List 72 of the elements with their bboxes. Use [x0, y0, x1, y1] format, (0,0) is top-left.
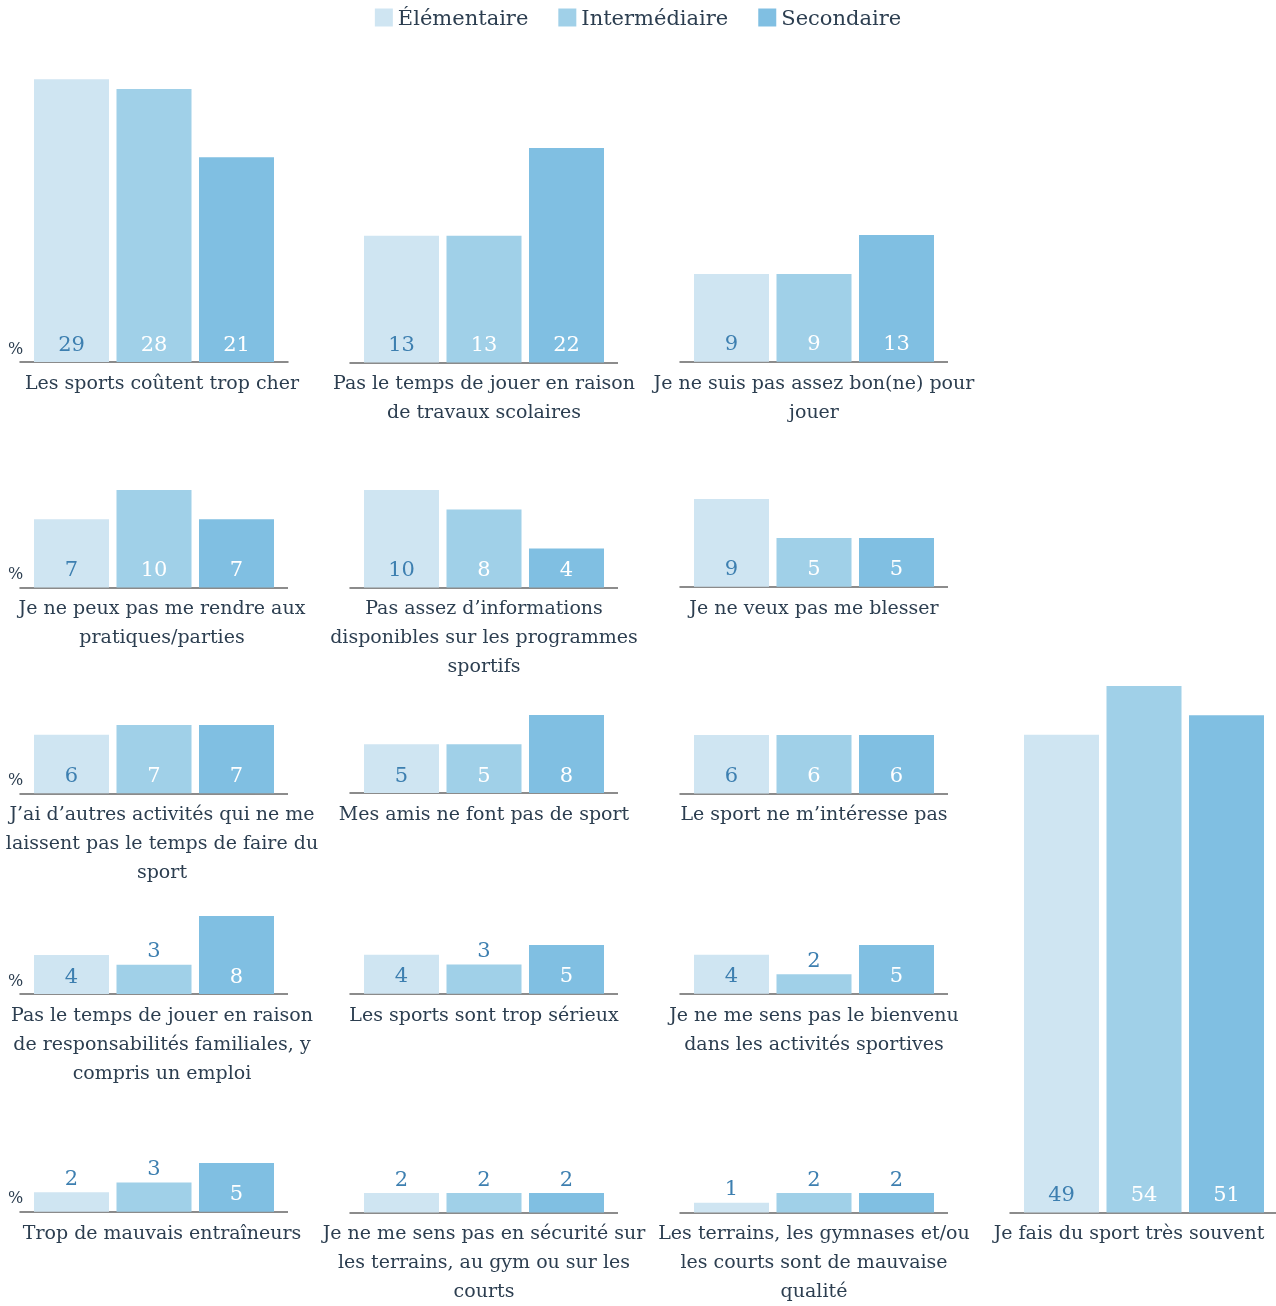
data-label: 5 — [889, 963, 904, 988]
x-axis-title: Je ne peux pas me rendre aux pratiques/parties — [16, 595, 307, 649]
data-label: 4 — [559, 556, 574, 581]
data-label: 6 — [889, 762, 904, 787]
x-axis-title: Les terrains, les gymnases et/ou les courts sont de mauvaise qualité — [657, 1220, 971, 1303]
y-axis-title: % — [8, 1188, 24, 1208]
data-label: 5 — [889, 556, 904, 581]
data-label: 2 — [807, 948, 821, 972]
x-axis-title: Les sports coûtent trop cher — [23, 370, 301, 395]
x-axis-title: J’ai d’autres activités qui ne me laissent pas le temps de faire du sport — [4, 801, 320, 884]
data-label: 13 — [883, 331, 910, 356]
data-label: 5 — [559, 963, 574, 988]
y-axis-title: % — [8, 563, 24, 583]
y-axis-title: % — [8, 970, 24, 990]
data-label: 51 — [1213, 1181, 1240, 1206]
data-label: 13 — [470, 331, 498, 356]
x-axis-title: Je ne suis pas assez bon(ne) pour jouer — [652, 370, 976, 424]
data-label: 2 — [807, 1166, 821, 1190]
data-label: 2 — [64, 1166, 79, 1190]
x-axis-title: Le sport ne m’intéresse pas — [679, 801, 949, 826]
data-label: 8 — [477, 556, 491, 581]
data-label: 7 — [229, 762, 244, 787]
data-label: 6 — [724, 762, 739, 787]
data-label: 3 — [147, 1156, 161, 1181]
data-label: 21 — [223, 331, 250, 356]
data-label: 2 — [559, 1166, 574, 1190]
x-axis-title: Pas le temps de jouer en raison de travaux scolaires — [331, 370, 637, 424]
data-label: 54 — [1130, 1181, 1158, 1206]
x-axis-title: Pas le temps de jouer en raison de responsabilités familiales, y compris un emploi — [9, 1002, 315, 1085]
x-axis-title: Je fais du sport très souvent — [991, 1220, 1266, 1245]
data-label: 22 — [553, 331, 580, 356]
data-label: 28 — [140, 331, 168, 356]
data-label: 5 — [807, 556, 821, 581]
x-axis-title: Je ne veux pas me blesser — [686, 595, 940, 620]
data-label: 2 — [394, 1166, 409, 1190]
data-label: 5 — [394, 762, 409, 787]
data-label: 9 — [724, 331, 739, 356]
data-label: 7 — [64, 556, 79, 581]
legend-label: Élémentaire — [397, 5, 529, 30]
x-axis-title: Les sports sont trop sérieux — [348, 1002, 620, 1027]
x-axis-title: Je ne me sens pas le bienvenu dans les activités sportives — [666, 1002, 960, 1056]
data-label: 8 — [559, 762, 574, 787]
data-label: 10 — [140, 556, 168, 581]
x-axis-title: Je ne me sens pas en sécurité sur les terrains, au gym ou sur les courts — [322, 1220, 646, 1303]
data-label: 3 — [477, 938, 491, 963]
data-label: 5 — [229, 1181, 244, 1206]
data-label: 3 — [147, 938, 161, 963]
data-label: 9 — [724, 556, 739, 581]
legend-label: Intermédiaire — [581, 5, 729, 30]
data-label: 13 — [388, 331, 415, 356]
data-label: 9 — [807, 331, 821, 356]
data-label: 4 — [724, 963, 739, 988]
data-label: 7 — [147, 762, 161, 787]
x-axis-title: Trop de mauvais entraîneurs — [21, 1220, 303, 1245]
data-label: 6 — [807, 762, 821, 787]
data-label: 8 — [229, 963, 244, 988]
data-label: 4 — [64, 963, 79, 988]
data-label: 2 — [477, 1166, 491, 1190]
data-label: 49 — [1048, 1181, 1075, 1206]
data-label: 1 — [724, 1175, 739, 1200]
data-label: 4 — [394, 963, 409, 988]
x-axis-title: Mes amis ne font pas de sport — [337, 801, 631, 826]
data-label: 6 — [64, 762, 79, 787]
legend-label: Secondaire — [781, 5, 902, 30]
data-label: 5 — [477, 762, 491, 787]
y-axis-title: % — [8, 769, 24, 789]
data-label: 7 — [229, 556, 244, 581]
data-label: 2 — [889, 1166, 904, 1190]
x-axis-title: Pas assez d’informations disponibles sur les programmes sportifs — [329, 595, 639, 678]
data-label: 10 — [388, 556, 415, 581]
data-label: 29 — [58, 331, 85, 356]
y-axis-title: % — [8, 338, 24, 358]
